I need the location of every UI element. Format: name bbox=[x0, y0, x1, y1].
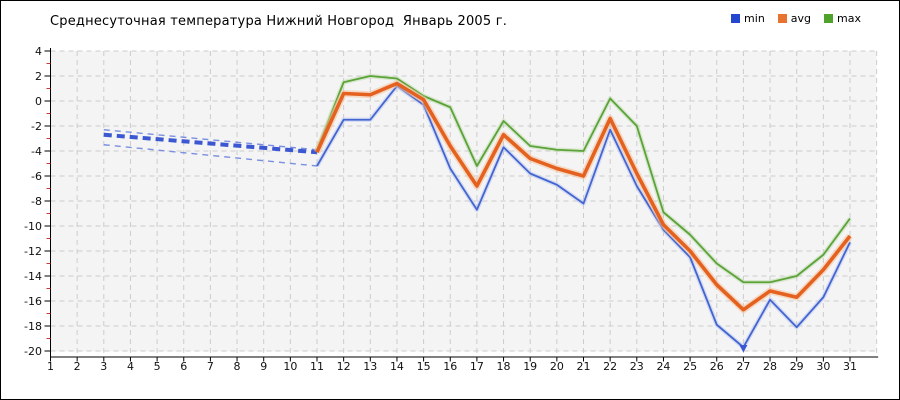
legend-item-min: min bbox=[731, 12, 765, 25]
svg-text:30: 30 bbox=[816, 360, 830, 373]
svg-text:6: 6 bbox=[180, 360, 187, 373]
svg-text:31: 31 bbox=[843, 360, 857, 373]
svg-text:-14: -14 bbox=[24, 270, 42, 283]
svg-text:1: 1 bbox=[47, 360, 54, 373]
svg-text:17: 17 bbox=[470, 360, 484, 373]
svg-text:27: 27 bbox=[736, 360, 750, 373]
svg-text:8: 8 bbox=[234, 360, 241, 373]
avg-swatch-icon bbox=[777, 14, 787, 23]
svg-text:0: 0 bbox=[35, 95, 42, 108]
svg-text:-6: -6 bbox=[31, 170, 42, 183]
svg-text:-8: -8 bbox=[31, 195, 42, 208]
svg-text:2: 2 bbox=[35, 70, 42, 83]
x-axis-labels: 1 2 3 4 5 6 7 8 9 10 11 12 13 14 15 16 17 18 19 20 21 22 23 24 2… bbox=[47, 360, 857, 373]
svg-text:-16: -16 bbox=[24, 295, 42, 308]
svg-text:29: 29 bbox=[790, 360, 804, 373]
legend: min avg max bbox=[731, 12, 861, 25]
svg-text:7: 7 bbox=[207, 360, 214, 373]
svg-text:15: 15 bbox=[417, 360, 431, 373]
svg-text:22: 22 bbox=[603, 360, 617, 373]
legend-item-max: max bbox=[824, 12, 861, 25]
min-swatch-icon bbox=[731, 14, 741, 23]
legend-item-avg: avg bbox=[777, 12, 812, 25]
svg-text:4: 4 bbox=[127, 360, 134, 373]
svg-text:9: 9 bbox=[260, 360, 267, 373]
svg-text:-18: -18 bbox=[24, 320, 42, 333]
svg-text:18: 18 bbox=[497, 360, 511, 373]
legend-avg-label: avg bbox=[790, 12, 812, 25]
svg-text:16: 16 bbox=[443, 360, 457, 373]
coldest-day-marker-icon bbox=[739, 345, 748, 353]
svg-text:21: 21 bbox=[577, 360, 591, 373]
svg-text:14: 14 bbox=[390, 360, 404, 373]
svg-text:-12: -12 bbox=[24, 245, 42, 258]
axes bbox=[44, 48, 879, 362]
legend-min-label: min bbox=[744, 12, 765, 25]
svg-text:10: 10 bbox=[283, 360, 297, 373]
svg-text:-20: -20 bbox=[24, 345, 42, 358]
svg-text:12: 12 bbox=[337, 360, 351, 373]
svg-text:25: 25 bbox=[683, 360, 697, 373]
svg-text:5: 5 bbox=[154, 360, 161, 373]
svg-text:-4: -4 bbox=[31, 145, 42, 158]
svg-text:23: 23 bbox=[630, 360, 644, 373]
svg-text:11: 11 bbox=[310, 360, 324, 373]
y-axis-labels: 4 2 0 -2 -4 -6 -8 -10 -12 -14 -16 -18 -20 bbox=[24, 45, 42, 358]
svg-text:13: 13 bbox=[363, 360, 377, 373]
forecast-dashed-lines bbox=[103, 129, 318, 167]
chart-title: Среднесуточная температура Нижний Новгор… bbox=[50, 14, 508, 29]
svg-text:-2: -2 bbox=[31, 120, 42, 133]
svg-text:20: 20 bbox=[550, 360, 564, 373]
svg-text:28: 28 bbox=[763, 360, 777, 373]
svg-text:26: 26 bbox=[710, 360, 724, 373]
svg-text:24: 24 bbox=[656, 360, 670, 373]
svg-text:19: 19 bbox=[523, 360, 537, 373]
svg-text:3: 3 bbox=[100, 360, 107, 373]
svg-text:-10: -10 bbox=[24, 220, 42, 233]
max-swatch-icon bbox=[824, 14, 834, 23]
svg-text:2: 2 bbox=[74, 360, 81, 373]
legend-max-label: max bbox=[837, 12, 861, 25]
series-max-line bbox=[314, 73, 852, 285]
series-avg-line bbox=[313, 80, 853, 314]
svg-text:4: 4 bbox=[35, 45, 42, 58]
